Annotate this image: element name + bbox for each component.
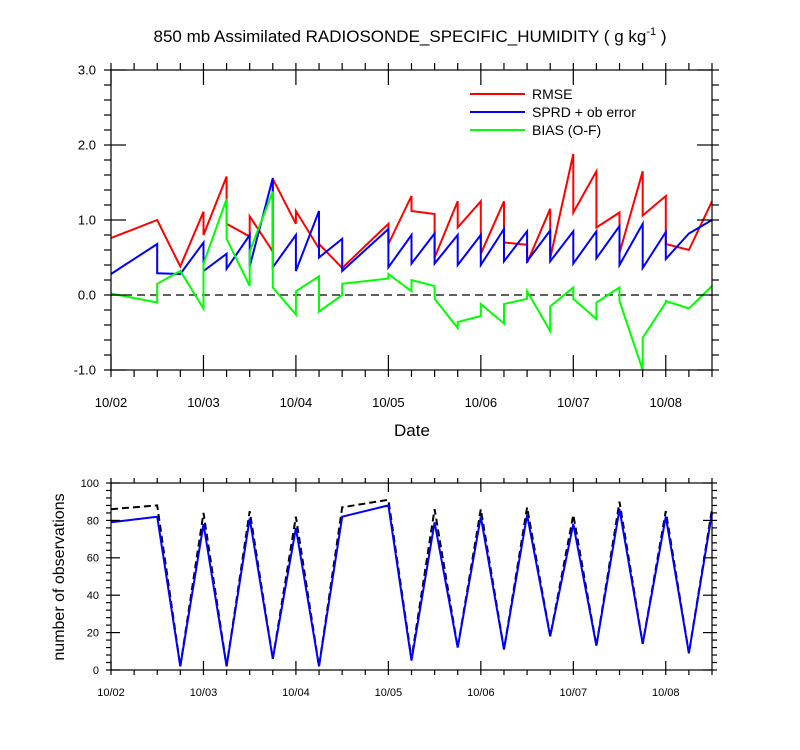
x-tick-label: 10/07	[557, 395, 590, 410]
legend: RMSE SPRD + ob error BIAS (O-F)	[470, 86, 636, 138]
y-tick-label: 0.0	[78, 288, 96, 303]
x-tick-label: 10/02	[95, 395, 128, 410]
x-tick-label: 10/07	[560, 687, 588, 699]
y-tick-label: 3.0	[78, 63, 96, 78]
y-tick-label: 80	[87, 515, 99, 527]
x-tick-label: 10/04	[282, 687, 310, 699]
x-tick-label: 10/02	[97, 687, 125, 699]
x-tick-label: 10/06	[467, 687, 495, 699]
y-tick-label: 1.0	[78, 213, 96, 228]
x-tick-label: 10/08	[652, 687, 680, 699]
series-line-assimilated-observations	[110, 504, 713, 667]
x-tick-label: 10/04	[280, 395, 313, 410]
y-tick-label: 60	[87, 553, 99, 565]
x-tick-label: 10/03	[190, 687, 218, 699]
top-chart: 850 mb Assimilated RADIOSONDE_SPECIFIC_H…	[74, 26, 719, 440]
x-tick-label: 10/03	[187, 395, 220, 410]
x-tick-label: 10/05	[372, 395, 405, 410]
series-line-sprd-ob-error	[110, 177, 713, 276]
y-tick-label: 0	[93, 665, 99, 677]
x-tick-label: 10/08	[649, 395, 682, 410]
legend-label-rmse: RMSE	[532, 86, 572, 102]
y-tick-label: 40	[87, 590, 99, 602]
y-axis-label: number of observations	[51, 493, 68, 660]
y-tick-label: 2.0	[78, 138, 96, 153]
x-tick-label: 10/05	[375, 687, 403, 699]
y-tick-label: 20	[87, 627, 99, 639]
legend-label-bias: BIAS (O-F)	[532, 122, 601, 138]
legend-label-sprd: SPRD + ob error	[532, 104, 636, 120]
x-axis-label: Date	[394, 421, 430, 440]
series-line-rmse	[110, 153, 713, 270]
x-tick-label: 10/06	[465, 395, 498, 410]
bottom-chart: 10/02 10/03 10/04 10/05 10/06 10/07 10/08 0 20 40…	[51, 478, 717, 699]
chart-title: 850 mb Assimilated RADIOSONDE_SPECIFIC_H…	[154, 26, 667, 46]
y-tick-label: 100	[81, 478, 99, 490]
y-tick-label: -1.0	[74, 363, 96, 378]
series-line-bias-o-f	[110, 191, 713, 371]
